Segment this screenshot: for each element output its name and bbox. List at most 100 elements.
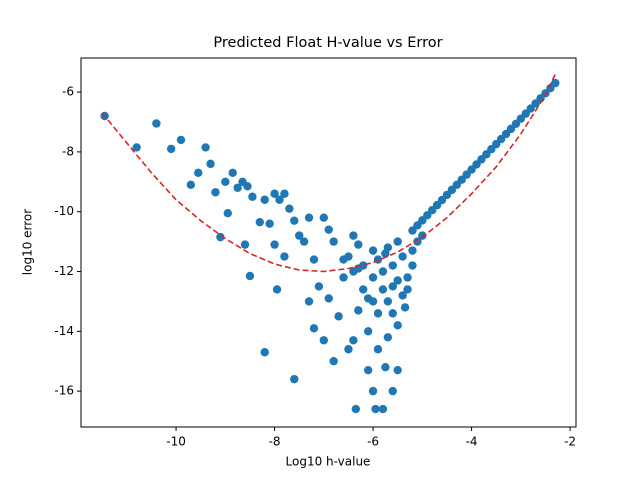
x-tick-label: -2 [564, 435, 576, 449]
point [371, 404, 380, 414]
y-tick-label: -6 [62, 85, 74, 99]
point [388, 261, 397, 270]
point [393, 365, 402, 375]
point [304, 213, 314, 222]
point [280, 189, 289, 198]
point [176, 135, 186, 145]
y-tick-label: -16 [54, 384, 74, 398]
point [280, 252, 289, 261]
point [334, 312, 343, 321]
point [363, 327, 373, 336]
point [216, 232, 225, 242]
point [363, 365, 373, 375]
point [373, 345, 383, 354]
point [132, 143, 141, 152]
point [551, 78, 560, 88]
y-tick-label: -14 [54, 324, 74, 338]
point [290, 216, 299, 225]
point [388, 386, 397, 396]
point [354, 240, 363, 249]
point [381, 249, 390, 258]
point [393, 276, 402, 285]
point [275, 195, 284, 204]
point [248, 192, 257, 201]
point [324, 225, 333, 234]
point [166, 144, 176, 154]
fit-curve [101, 73, 557, 273]
point [393, 321, 402, 330]
x-tick-label: -6 [367, 435, 379, 449]
point [403, 273, 412, 282]
point [233, 183, 242, 192]
point [378, 404, 388, 414]
point [378, 285, 388, 294]
point [329, 357, 338, 366]
plot-frame [80, 57, 577, 428]
x-tick-label: -10 [166, 435, 186, 449]
point [408, 246, 417, 255]
point [309, 324, 319, 333]
y-tick-label: -10 [54, 204, 74, 218]
point [319, 213, 329, 222]
point [349, 336, 358, 345]
point [324, 294, 333, 303]
point [400, 303, 410, 312]
point [285, 204, 294, 213]
point [381, 362, 390, 372]
point [314, 282, 324, 291]
point [270, 240, 279, 249]
point [359, 285, 368, 294]
y-tick-label: -8 [62, 144, 74, 158]
point [221, 177, 230, 186]
point [363, 294, 373, 303]
point [223, 208, 232, 218]
point [388, 282, 397, 291]
point [304, 297, 314, 306]
point [339, 255, 348, 264]
point [373, 309, 383, 318]
point [186, 180, 196, 189]
y-axis-label: log10 error [21, 209, 35, 275]
point [393, 237, 402, 246]
point [255, 217, 264, 227]
point [299, 237, 309, 246]
x-tick-label: -8 [269, 435, 281, 449]
point [265, 219, 274, 228]
point [243, 182, 252, 191]
point [194, 168, 203, 178]
point [270, 189, 279, 198]
point [309, 255, 319, 264]
point [398, 291, 407, 300]
point [211, 188, 220, 197]
point [418, 231, 427, 240]
point [290, 374, 299, 384]
point [152, 119, 161, 128]
point [344, 345, 353, 354]
point [294, 231, 304, 240]
point [403, 285, 412, 294]
point [245, 271, 255, 281]
point [206, 159, 215, 169]
point [383, 297, 393, 306]
point [408, 261, 417, 270]
point [354, 306, 363, 315]
point [260, 195, 269, 204]
point [368, 273, 378, 282]
point [319, 336, 329, 345]
x-tick-label: -4 [466, 435, 478, 449]
y-tick-label: -12 [54, 264, 74, 278]
point [413, 237, 422, 246]
x-axis-label: Log10 h-value [286, 455, 371, 469]
point [368, 246, 378, 255]
point [240, 240, 250, 249]
point [228, 168, 237, 178]
point [201, 143, 210, 152]
point [349, 231, 358, 240]
point [383, 333, 393, 342]
point [398, 252, 407, 261]
point [339, 273, 348, 282]
point [368, 386, 378, 396]
